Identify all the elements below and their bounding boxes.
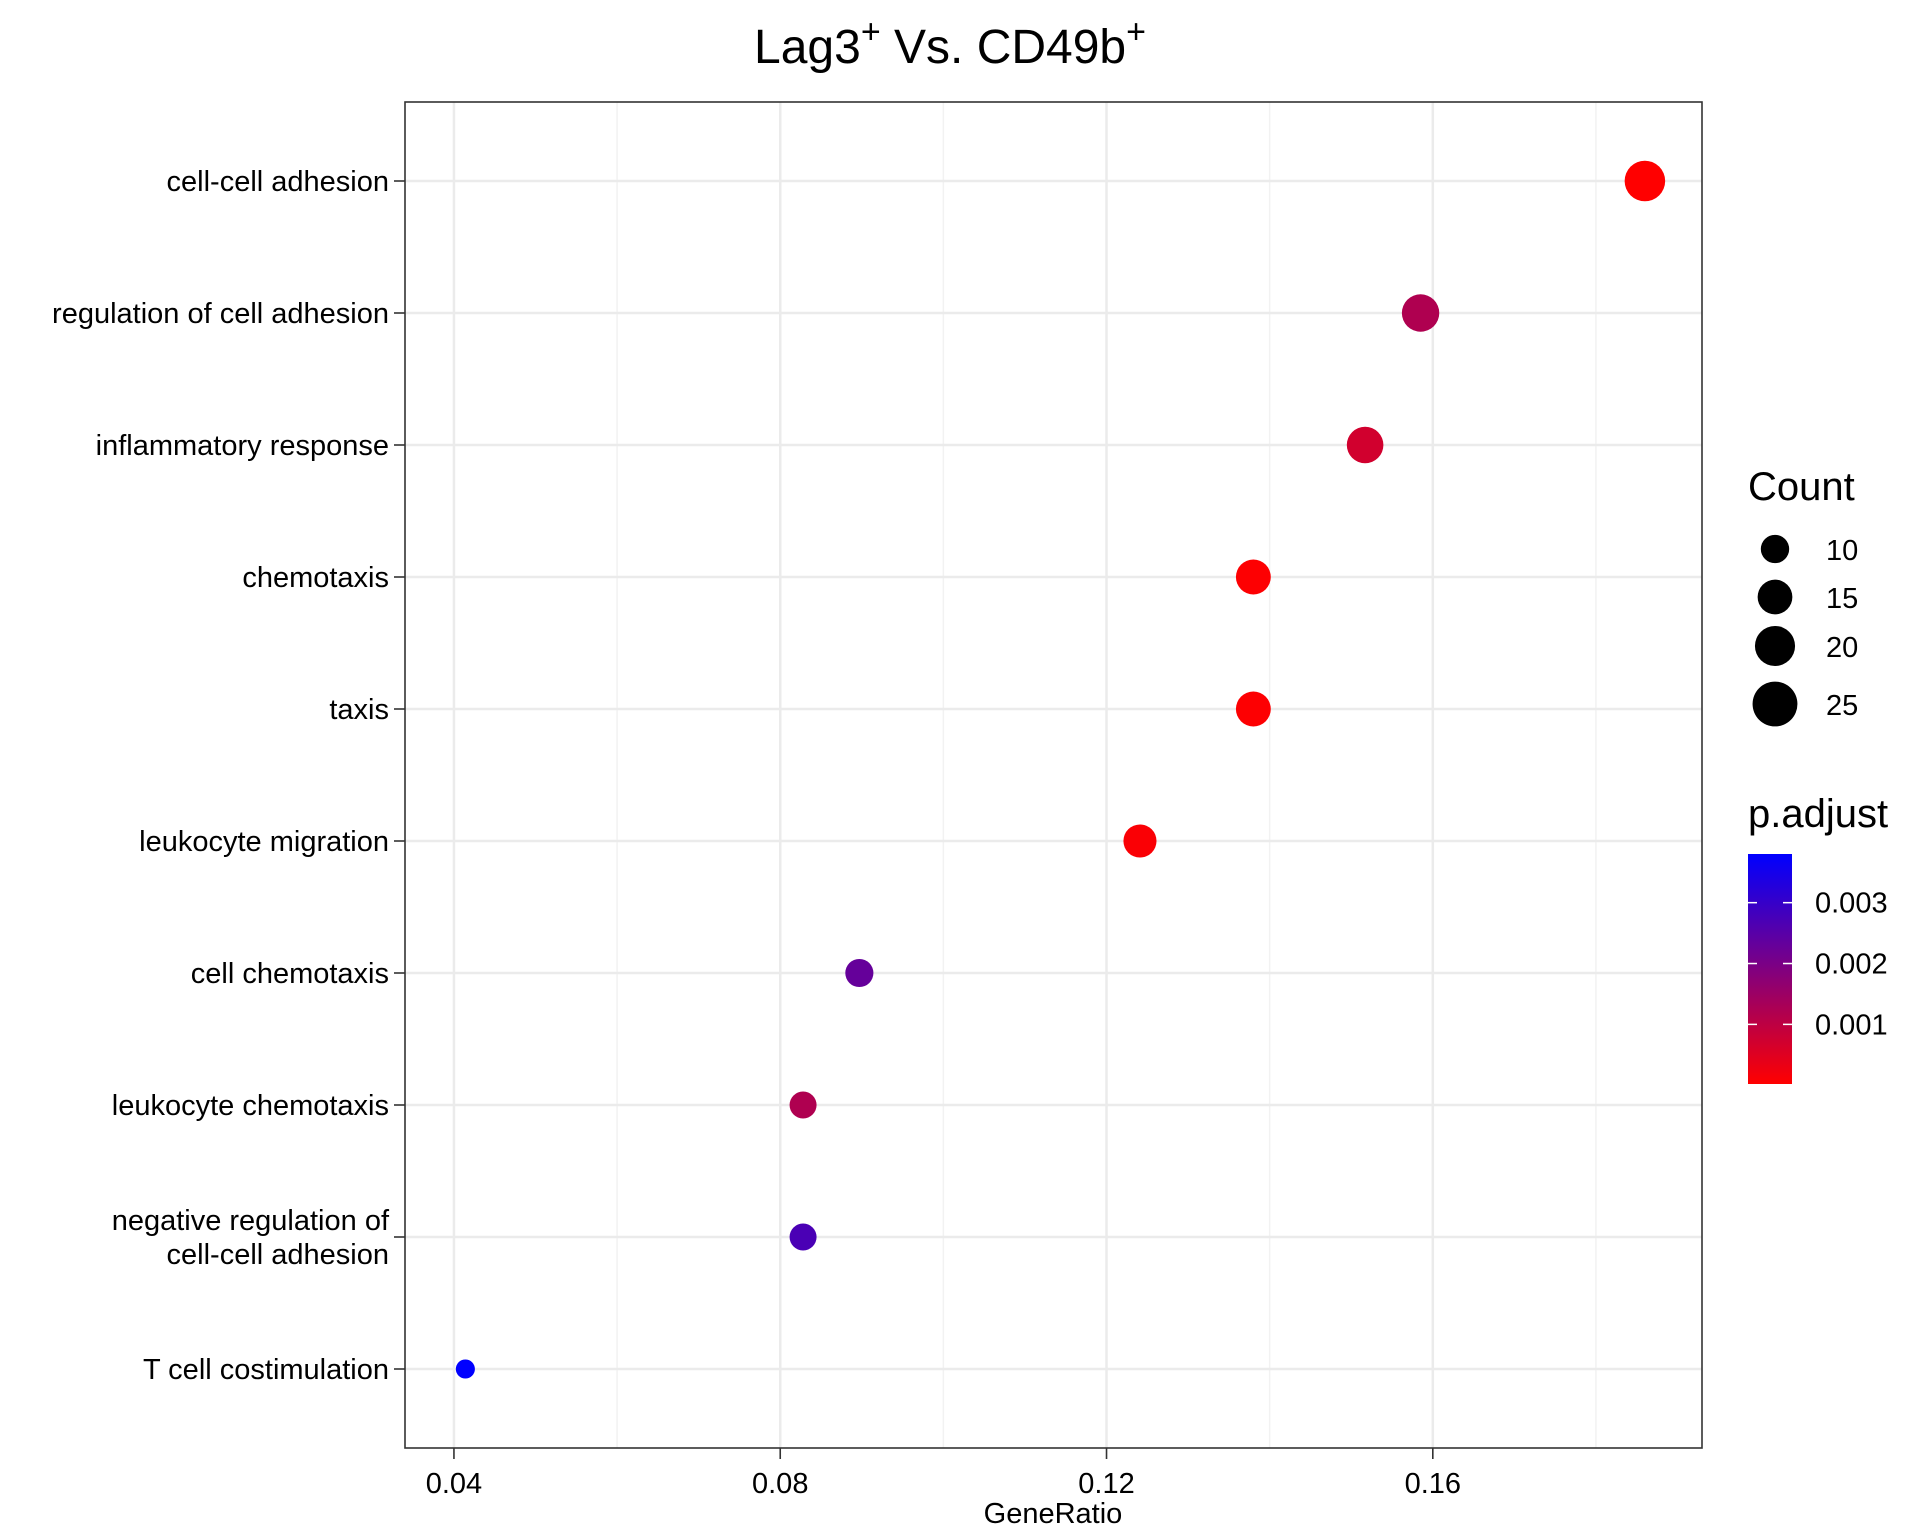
data-point	[1235, 559, 1271, 595]
title-mid: Vs. CD49b	[881, 21, 1126, 74]
data-point	[455, 1359, 475, 1379]
size-legend-key	[1760, 534, 1790, 564]
color-legend-ticks: 0.003 0.002 0.001	[1748, 888, 1888, 1041]
color-legend-title: p.adjust	[1748, 792, 1888, 836]
y-tick-label: regulation of cell adhesion	[52, 298, 389, 330]
color-legend-label: 0.001	[1815, 1009, 1888, 1041]
data-point	[1401, 294, 1440, 332]
data-point	[789, 1091, 817, 1119]
plot-panel-border	[404, 101, 1703, 1449]
size-legend-key	[1754, 625, 1796, 667]
chart-title: Lag3+ Vs. CD49b+	[754, 13, 1146, 74]
y-tick-label: leukocyte chemotaxis	[112, 1090, 389, 1122]
x-tick-label: 0.08	[752, 1468, 808, 1500]
plot-panel-background	[405, 102, 1702, 1448]
color-legend-bar	[1748, 854, 1792, 1084]
y-tick-label: chemotaxis	[242, 562, 389, 594]
x-tick-label: 0.16	[1405, 1468, 1461, 1500]
data-point	[1624, 160, 1666, 202]
title-sup-1: +	[861, 13, 881, 51]
y-tick-label: cell-cell adhesion	[167, 166, 389, 198]
y-tick-label: negative regulation of cell-cell adhesion	[112, 1205, 390, 1271]
x-axis: 0.04 0.08 0.12 0.16	[426, 1448, 1461, 1500]
data-point	[1346, 426, 1384, 464]
title-sup-2: +	[1126, 13, 1146, 51]
data-point	[789, 1223, 817, 1251]
y-tick-label: cell chemotaxis	[191, 958, 389, 990]
x-axis-label: GeneRatio	[984, 1498, 1123, 1530]
data-point	[845, 958, 874, 988]
size-legend-label: 10	[1826, 535, 1858, 567]
size-legend-key	[1757, 579, 1793, 615]
size-legend: 10 15 20 25	[1752, 534, 1858, 727]
data-point	[1123, 824, 1157, 858]
size-legend-title: Count	[1748, 465, 1855, 509]
data-point	[1235, 691, 1271, 727]
size-legend-key	[1752, 681, 1798, 727]
y-tick-label: T cell costimulation	[143, 1354, 389, 1386]
color-legend-label: 0.003	[1815, 888, 1888, 920]
y-tick-label: leukocyte migration	[139, 826, 389, 858]
size-legend-label: 15	[1826, 583, 1858, 615]
color-legend-label: 0.002	[1815, 949, 1888, 981]
size-legend-label: 25	[1826, 690, 1858, 722]
title-main: Lag3	[754, 21, 861, 74]
y-tick-label: inflammatory response	[96, 430, 389, 462]
size-legend-label: 20	[1826, 632, 1858, 664]
x-tick-label: 0.12	[1078, 1468, 1134, 1500]
y-axis: cell-cell adhesion regulation of cell adh…	[52, 166, 405, 1386]
gridlines	[405, 102, 1702, 1448]
y-tick-label: taxis	[329, 694, 389, 726]
x-tick-label: 0.04	[426, 1468, 482, 1500]
data-points	[455, 160, 1666, 1379]
